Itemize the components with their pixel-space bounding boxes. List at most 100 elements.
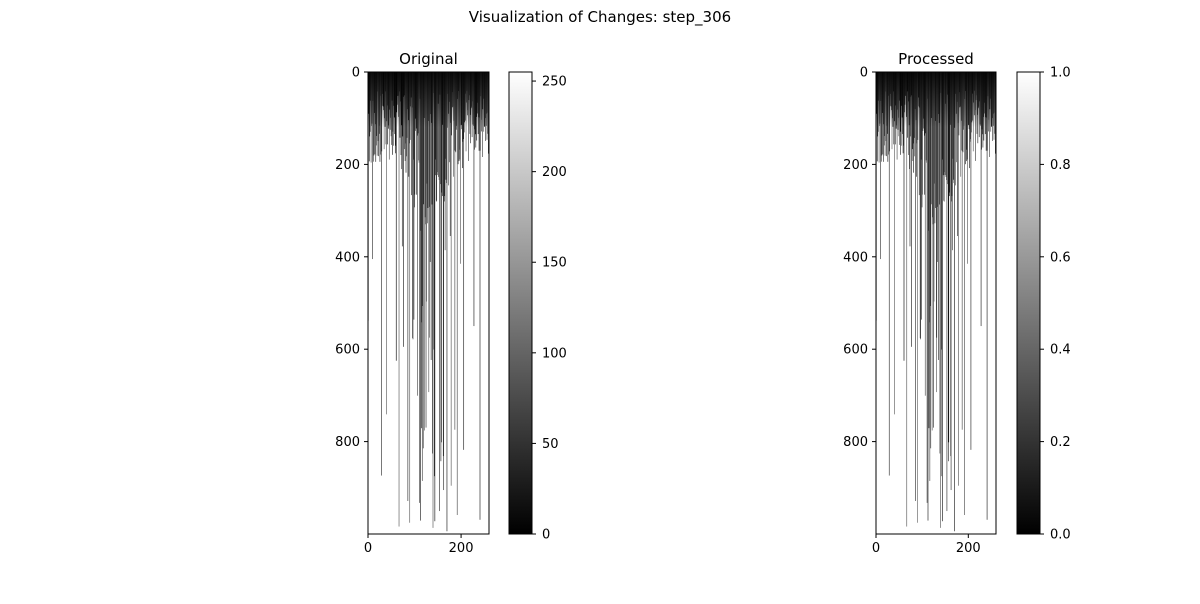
heatmap-column [894, 72, 895, 415]
heatmap-column [431, 72, 433, 205]
heatmap-column [440, 72, 442, 462]
heatmap-column [422, 72, 424, 307]
heatmap-column [957, 72, 958, 237]
heatmap-column [460, 72, 461, 264]
y-tick-label: 0 [352, 66, 360, 81]
heatmap-column [880, 72, 881, 260]
panel-title: Processed [898, 50, 974, 68]
y-tick-label: 400 [843, 250, 868, 265]
heatmap-column [409, 72, 411, 523]
heatmap-column [444, 72, 446, 251]
x-tick-label: 200 [956, 541, 981, 556]
colorbar-tick-label: 0.0 [1050, 528, 1071, 543]
heatmap-column [917, 72, 918, 523]
heatmap-column [951, 72, 952, 202]
heatmap-column [930, 72, 931, 307]
heatmap-column [934, 72, 936, 224]
heatmap-column [943, 72, 945, 202]
panel-title: Original [399, 50, 458, 68]
heatmap-column [420, 72, 422, 231]
heatmap-column [932, 72, 934, 225]
heatmap-column [421, 72, 423, 323]
colorbar-tick-label: 150 [542, 256, 567, 271]
heatmap-column [401, 72, 403, 247]
heatmap-column [986, 72, 988, 520]
x-tick-label: 0 [872, 541, 880, 556]
heatmap-column [930, 72, 932, 205]
heatmap-column [440, 72, 441, 185]
y-tick-label: 0 [860, 66, 868, 81]
colorbar-tick-label: 100 [542, 346, 567, 361]
heatmap-column [915, 72, 916, 501]
heatmap-column [448, 72, 449, 186]
heatmap-column [372, 72, 373, 260]
heatmap-column [414, 72, 416, 195]
heatmap-column [948, 72, 949, 462]
heatmap-column [929, 72, 930, 323]
y-tick-label: 200 [335, 158, 360, 173]
heatmap-column [955, 72, 956, 186]
heatmap-column [429, 72, 431, 207]
heatmap-column [932, 72, 933, 218]
heatmap-column [449, 72, 451, 237]
heatmap-column [421, 72, 423, 481]
figure-title: Visualization of Changes: step_306 [468, 8, 732, 26]
heatmap-column [953, 72, 955, 184]
heatmap-column [939, 72, 941, 454]
heatmap-column [948, 72, 950, 443]
y-tick-label: 200 [843, 158, 868, 173]
heatmap-column [446, 72, 447, 184]
heatmap-column [933, 72, 934, 428]
heatmap-column [430, 72, 432, 360]
heatmap-column [964, 72, 965, 516]
heatmap-column [903, 72, 905, 361]
heatmap-column [421, 72, 422, 429]
heatmap-column [429, 72, 431, 262]
heatmap-column [935, 72, 936, 208]
heatmap-column [425, 72, 426, 225]
colorbar-tick-label: 0.2 [1050, 435, 1071, 450]
heatmap-column [433, 72, 435, 350]
heatmap-column [407, 72, 409, 501]
heatmap-column [424, 72, 425, 431]
heatmap-column [911, 72, 912, 347]
heatmap-column [413, 72, 415, 320]
heatmap-column [948, 72, 950, 193]
heatmap-column [936, 72, 937, 393]
heatmap-column [951, 72, 953, 197]
heatmap-column [386, 72, 387, 415]
heatmap-column [918, 72, 920, 196]
heatmap-column [921, 72, 923, 208]
heatmap-column [928, 72, 929, 231]
colorbar-tick-label: 0.8 [1050, 158, 1071, 173]
colorbar-tick-label: 0 [542, 528, 550, 543]
heatmap-column [949, 72, 950, 197]
heatmap-column [967, 72, 968, 264]
heatmap-column [428, 72, 430, 393]
heatmap-column [412, 72, 414, 340]
colorbar [1016, 71, 1041, 535]
heatmap-column [422, 72, 424, 449]
heatmap-column [432, 72, 434, 528]
heatmap-column [395, 72, 397, 361]
heatmap-column [947, 72, 949, 185]
heatmap-column [929, 72, 931, 481]
heatmap-column [442, 72, 443, 197]
heatmap-column [927, 72, 929, 521]
heatmap-column [446, 72, 448, 532]
heatmap-column [436, 72, 438, 202]
heatmap-column [439, 72, 440, 512]
heatmap-column [443, 72, 445, 491]
heatmap-column [412, 72, 413, 339]
heatmap-column [941, 72, 942, 350]
heatmap-column [441, 72, 442, 443]
heatmap-column [922, 72, 923, 195]
colorbar [508, 71, 533, 535]
heatmap-column [958, 72, 959, 486]
heatmap-column [941, 72, 943, 477]
heatmap-column [411, 72, 412, 196]
heatmap-column [950, 72, 952, 491]
heatmap-column [943, 72, 944, 201]
heatmap-column [950, 72, 951, 457]
